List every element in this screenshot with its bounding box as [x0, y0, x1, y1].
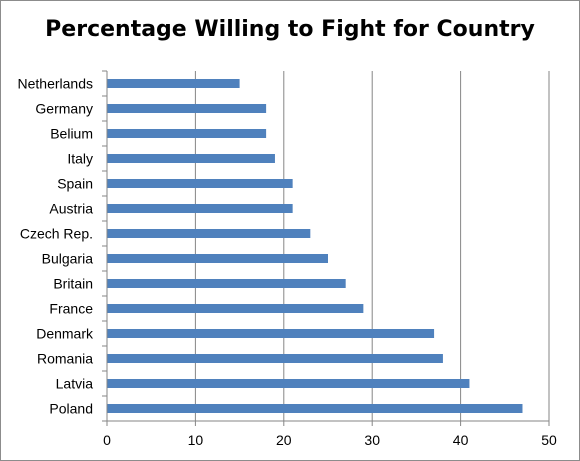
tick-labels: Netherlands Germany Belium Italy Spain Austri…	[18, 76, 557, 449]
category-label: Italy	[67, 151, 93, 167]
x-tick-label: 30	[364, 432, 380, 448]
axes	[102, 70, 550, 426]
bar-denmark	[107, 329, 435, 338]
category-label: France	[49, 301, 93, 317]
bar-italy	[107, 154, 275, 163]
x-tick-label: 10	[188, 432, 204, 448]
bar-bulgaria	[107, 254, 328, 263]
category-label: Poland	[49, 401, 93, 417]
x-tick-label: 40	[453, 432, 469, 448]
bar-spain	[107, 179, 293, 188]
bar-austria	[107, 204, 293, 213]
bar-latvia	[107, 379, 470, 388]
category-label: Austria	[49, 201, 93, 217]
bar-romania	[107, 354, 443, 363]
category-label: Romania	[37, 351, 93, 367]
x-tick-label: 0	[103, 432, 111, 448]
bar-netherlands	[107, 79, 240, 88]
category-label: Denmark	[36, 326, 94, 342]
bar-germany	[107, 104, 267, 113]
bar-poland	[107, 404, 523, 413]
category-label: Belium	[50, 126, 93, 142]
bar-belium	[107, 129, 267, 138]
category-label: Latvia	[56, 376, 94, 392]
category-label: Spain	[57, 176, 93, 192]
bar-czech-rep-	[107, 229, 311, 238]
category-label: Germany	[35, 101, 93, 117]
x-tick-label: 20	[276, 432, 292, 448]
bars	[107, 79, 523, 413]
category-label: Britain	[53, 276, 93, 292]
bar-britain	[107, 279, 346, 288]
bar-france	[107, 304, 364, 313]
category-label: Bulgaria	[42, 251, 94, 267]
x-tick-label: 50	[541, 432, 557, 448]
category-label: Czech Rep.	[20, 226, 93, 242]
chart-title: Percentage Willing to Fight for Country	[45, 17, 535, 42]
gridlines	[194, 71, 550, 421]
category-label: Netherlands	[18, 76, 94, 92]
